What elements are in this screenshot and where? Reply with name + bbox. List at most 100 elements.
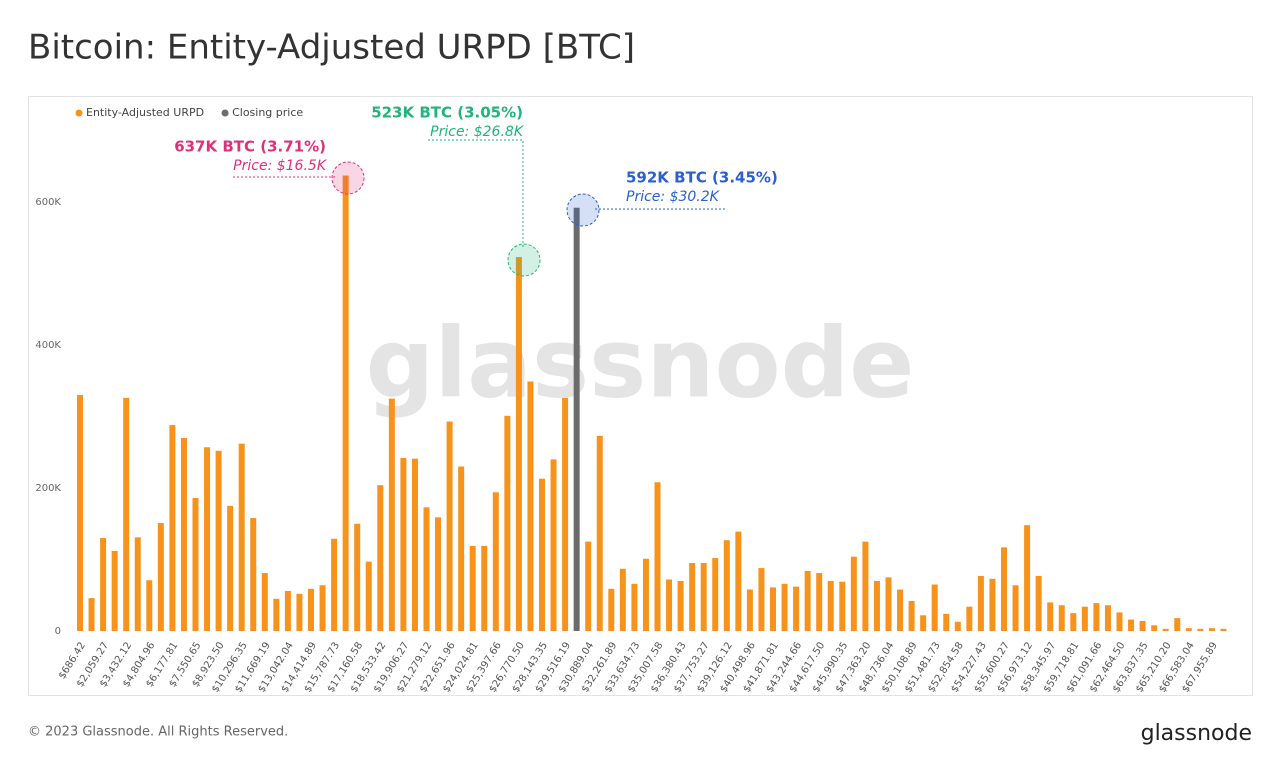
bar (1151, 625, 1158, 631)
bar (77, 395, 83, 631)
bar (204, 447, 211, 631)
bar (943, 613, 950, 631)
bar (527, 381, 534, 631)
bar (989, 578, 996, 631)
bar (388, 398, 395, 631)
bar (1116, 612, 1123, 631)
bar (619, 568, 626, 631)
bar (562, 397, 569, 631)
bar (377, 485, 384, 631)
bar (758, 568, 765, 631)
chart-panel (28, 96, 1253, 696)
y-tick-label: 400K (35, 340, 61, 351)
bar (1104, 605, 1111, 631)
bar (192, 498, 199, 631)
bar (227, 505, 234, 631)
bar (1081, 606, 1088, 631)
bar (1128, 619, 1135, 631)
bar (596, 435, 603, 631)
bar (908, 600, 915, 631)
legend-marker (221, 109, 229, 117)
bar (746, 589, 753, 631)
bar (308, 588, 314, 631)
y-tick-label: 600K (35, 197, 61, 208)
bar (1012, 585, 1019, 631)
annotation-price: Price: $30.2K (626, 189, 721, 205)
legend-label: Entity-Adjusted URPD (86, 106, 204, 119)
y-tick-label: 200K (35, 483, 61, 494)
annotation-title: 637K BTC (3.71%) (174, 138, 326, 156)
bar (539, 478, 545, 631)
bar (250, 518, 257, 631)
bar (1162, 628, 1169, 631)
bar (319, 585, 326, 631)
bar (446, 421, 453, 631)
logo: glassnode (1141, 721, 1252, 746)
chart-title: Bitcoin: Entity-Adjusted URPD [BTC] (28, 28, 635, 68)
bar (481, 545, 488, 631)
bar (804, 570, 811, 631)
bar (631, 583, 638, 631)
bar (365, 561, 372, 631)
bar (573, 207, 580, 631)
bar (723, 540, 730, 631)
bar (1208, 628, 1215, 631)
bar (966, 606, 973, 631)
bar (123, 397, 130, 631)
bar (1035, 575, 1042, 631)
bar (342, 175, 349, 632)
bar (1070, 613, 1077, 631)
bar (1185, 628, 1192, 631)
bar (1197, 628, 1204, 631)
bar (781, 583, 788, 631)
bar (550, 459, 557, 631)
bar (677, 580, 684, 631)
bar (354, 523, 361, 631)
bar (111, 550, 118, 631)
annotation-price: Price: $16.5K (233, 158, 328, 174)
bar (1058, 605, 1065, 631)
bar (1047, 602, 1054, 631)
bar (146, 580, 153, 631)
bar (585, 541, 592, 631)
bar (331, 538, 338, 631)
bar (873, 580, 880, 631)
annotation-highlight (507, 243, 541, 277)
bar (862, 541, 869, 631)
bar (897, 589, 904, 631)
bar (850, 556, 857, 631)
annotation-title: 523K BTC (3.05%) (371, 104, 523, 122)
bar (296, 593, 303, 631)
bar (100, 538, 107, 631)
y-tick-label: 0 (55, 626, 61, 637)
bar (654, 482, 661, 631)
bar (1220, 628, 1227, 631)
bar (88, 598, 95, 631)
bar (712, 558, 719, 631)
bar (920, 615, 927, 631)
bar (1139, 620, 1146, 631)
bar (400, 457, 407, 631)
bar (839, 581, 846, 631)
footer: © 2023 Glassnode. All Rights Reserved. (28, 725, 288, 740)
bar (238, 443, 245, 631)
bar (1093, 603, 1100, 631)
bar (504, 415, 511, 631)
bar (1001, 547, 1007, 631)
legend-label: Closing price (232, 106, 303, 119)
bar (608, 588, 615, 631)
bar (273, 598, 280, 631)
bar (215, 450, 222, 631)
bar (931, 584, 938, 631)
bar (816, 573, 823, 631)
bar (284, 590, 291, 631)
bar (666, 579, 673, 631)
bar (735, 531, 742, 631)
annotation-leader (428, 139, 524, 248)
bar (885, 577, 892, 631)
bar (492, 492, 499, 631)
bar (157, 523, 164, 631)
bar (169, 425, 176, 631)
bar (458, 466, 465, 631)
